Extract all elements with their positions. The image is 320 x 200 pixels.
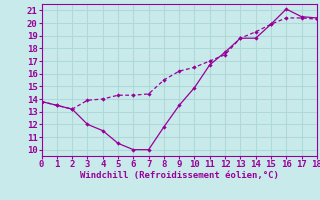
X-axis label: Windchill (Refroidissement éolien,°C): Windchill (Refroidissement éolien,°C) <box>80 171 279 180</box>
